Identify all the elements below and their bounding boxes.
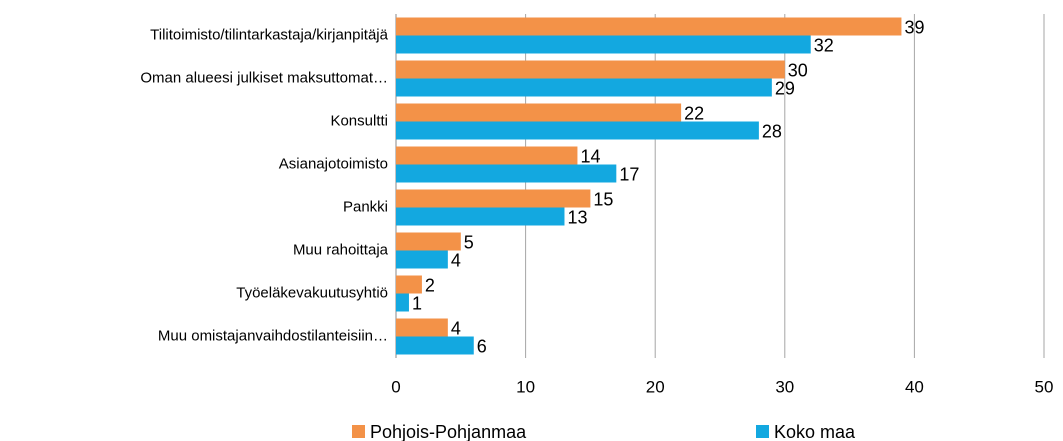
- category-label: Työeläkevakuutusyhtiö: [236, 284, 388, 301]
- data-label: 22: [684, 103, 704, 123]
- legend-label: Pohjois-Pohjanmaa: [370, 422, 527, 441]
- data-label: 39: [904, 17, 924, 37]
- data-label: 29: [775, 78, 795, 98]
- legend-label: Koko maa: [774, 422, 856, 441]
- data-label: 15: [593, 189, 613, 209]
- data-label: 32: [814, 35, 834, 55]
- data-label: 14: [580, 146, 600, 166]
- x-tick-label: 50: [1035, 377, 1054, 396]
- bar: [396, 275, 422, 294]
- legend-swatch: [756, 425, 769, 438]
- category-label: Pankki: [343, 198, 388, 215]
- category-label: Asianajotoimisto: [279, 155, 388, 172]
- data-label: 4: [451, 318, 461, 338]
- data-label: 30: [788, 60, 808, 80]
- data-label: 1: [412, 293, 422, 313]
- data-label: 28: [762, 121, 782, 141]
- data-label: 2: [425, 275, 435, 295]
- bar: [396, 318, 448, 337]
- category-label: Tilitoimisto/tilintarkastaja/kirjanpitäj…: [150, 26, 389, 43]
- bar: [396, 78, 772, 97]
- data-label: 17: [619, 164, 639, 184]
- data-label: 6: [477, 336, 487, 356]
- x-tick-label: 0: [391, 377, 400, 396]
- category-label: Muu omistajanvaihdostilanteisiin…: [158, 327, 388, 344]
- category-label: Konsultti: [330, 112, 388, 129]
- x-tick-label: 20: [646, 377, 665, 396]
- data-label: 4: [451, 250, 461, 270]
- bar: [396, 232, 461, 251]
- x-tick-label: 40: [905, 377, 924, 396]
- bar: [396, 103, 682, 122]
- x-tick-label: 30: [775, 377, 794, 396]
- bar: [396, 336, 474, 355]
- bar: [396, 189, 591, 208]
- x-tick-label: 10: [516, 377, 535, 396]
- bar: [396, 35, 811, 54]
- bar: [396, 121, 759, 140]
- data-label: 13: [567, 207, 587, 227]
- data-label: 5: [464, 232, 474, 252]
- category-label: Oman alueesi julkiset maksuttomat…: [140, 69, 388, 86]
- bar: [396, 146, 578, 165]
- legend-swatch: [352, 425, 365, 438]
- bar: [396, 60, 785, 79]
- category-label: Muu rahoittaja: [293, 241, 389, 258]
- bar: [396, 17, 902, 36]
- bar: [396, 293, 409, 312]
- bar: [396, 250, 448, 269]
- bar: [396, 207, 565, 226]
- bar: [396, 164, 617, 183]
